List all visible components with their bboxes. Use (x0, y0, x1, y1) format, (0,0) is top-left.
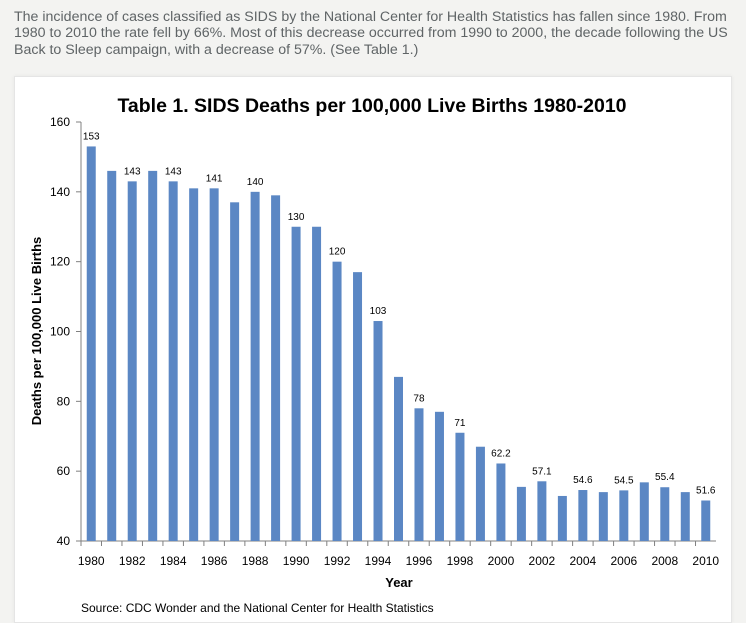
bar-1984 (168, 181, 178, 541)
bar-1985 (189, 188, 199, 541)
bar-1982 (127, 181, 137, 541)
data-label-1998: 71 (454, 418, 466, 429)
y-tick-label: 40 (57, 534, 71, 548)
bar-1994 (373, 321, 383, 541)
bar-1995 (394, 376, 403, 541)
x-tick-label: 1996 (406, 554, 433, 568)
data-label-2004: 54.6 (573, 475, 593, 486)
x-tick-label: 2008 (651, 554, 678, 568)
y-tick-label: 120 (50, 255, 70, 269)
y-tick-label: 140 (50, 185, 70, 199)
data-labels: 153 143 143 141 140 130 120 103 78 71 62.2 57.1 54.6… (83, 131, 716, 496)
bar-2003 (557, 495, 567, 541)
bar-1993 (353, 272, 363, 541)
x-axis: 1980 1982 1984 1986 1988 1990 1992 1994 1996 1998… (78, 540, 719, 568)
bar-1992 (332, 261, 342, 541)
bar-1997 (434, 411, 444, 541)
bar-1996 (414, 408, 424, 541)
x-tick-label: 1984 (160, 554, 187, 568)
bar-2005 (598, 492, 608, 541)
x-tick-label: 1990 (283, 554, 310, 568)
bar-1983 (148, 170, 158, 541)
y-tick-label: 100 (50, 325, 70, 339)
bar-1998 (455, 432, 465, 541)
bar-2010 (701, 500, 711, 541)
data-label-2000: 62.2 (491, 448, 511, 459)
data-label-1994: 103 (370, 306, 387, 317)
bar-1980 (86, 146, 96, 542)
x-tick-label: 1988 (242, 554, 269, 568)
bar-1990 (291, 226, 301, 541)
bar-1981 (107, 170, 117, 541)
bar-2004 (578, 490, 588, 541)
intro-paragraph: The incidence of cases classified as SID… (14, 9, 728, 58)
data-label-1990: 130 (288, 212, 305, 223)
chart-title: Table 1. SIDS Deaths per 100,000 Live Bi… (117, 95, 626, 117)
x-tick-label: 2006 (610, 554, 637, 568)
x-tick-label: 2004 (570, 554, 597, 568)
bar-2008 (660, 487, 670, 541)
y-tick-label: 80 (57, 394, 71, 408)
source-note: Source: CDC Wonder and the National Cent… (81, 601, 434, 615)
data-label-1986: 141 (206, 173, 223, 184)
x-tick-label: 1994 (365, 554, 392, 568)
x-tick-label: 1992 (324, 554, 351, 568)
x-tick-label: 1986 (201, 554, 228, 568)
bar-2001 (516, 486, 526, 541)
data-label-2008: 55.4 (655, 472, 675, 483)
x-tick-label: 2000 (488, 554, 515, 568)
bar-2009 (680, 492, 690, 541)
x-axis-label: Year (385, 575, 412, 590)
bar-1986 (209, 188, 219, 541)
y-tick-label: 160 (50, 115, 70, 129)
data-label-2006: 54.5 (614, 475, 634, 486)
x-tick-label: 1980 (78, 554, 105, 568)
x-tick-label: 1982 (119, 554, 146, 568)
data-label-1992: 120 (329, 247, 346, 258)
data-label-1996: 78 (413, 393, 425, 404)
bars (86, 146, 711, 542)
data-label-1980: 153 (83, 131, 100, 142)
data-label-1982: 143 (124, 166, 141, 177)
data-label-2002: 57.1 (532, 466, 552, 477)
bar-1988 (250, 191, 260, 542)
bar-2000 (496, 463, 506, 541)
bar-2002 (537, 481, 547, 541)
data-label-2010: 51.6 (696, 485, 716, 496)
bar-2007 (639, 482, 649, 541)
bar-2006 (619, 490, 629, 541)
y-axis-label: Deaths per 100,000 Live Births (29, 237, 44, 426)
bar-1987 (230, 202, 240, 541)
y-axis: 40 60 80 100 120 140 160 (50, 115, 82, 548)
x-tick-label: 1998 (447, 554, 474, 568)
bar-1999 (475, 446, 485, 541)
bar-1989 (271, 195, 281, 541)
x-tick-label: 2010 (692, 554, 719, 568)
data-label-1984: 143 (165, 166, 182, 177)
data-label-1988: 140 (247, 177, 264, 188)
x-tick-label: 2002 (529, 554, 556, 568)
bar-1991 (312, 226, 322, 541)
y-tick-label: 60 (57, 464, 71, 478)
